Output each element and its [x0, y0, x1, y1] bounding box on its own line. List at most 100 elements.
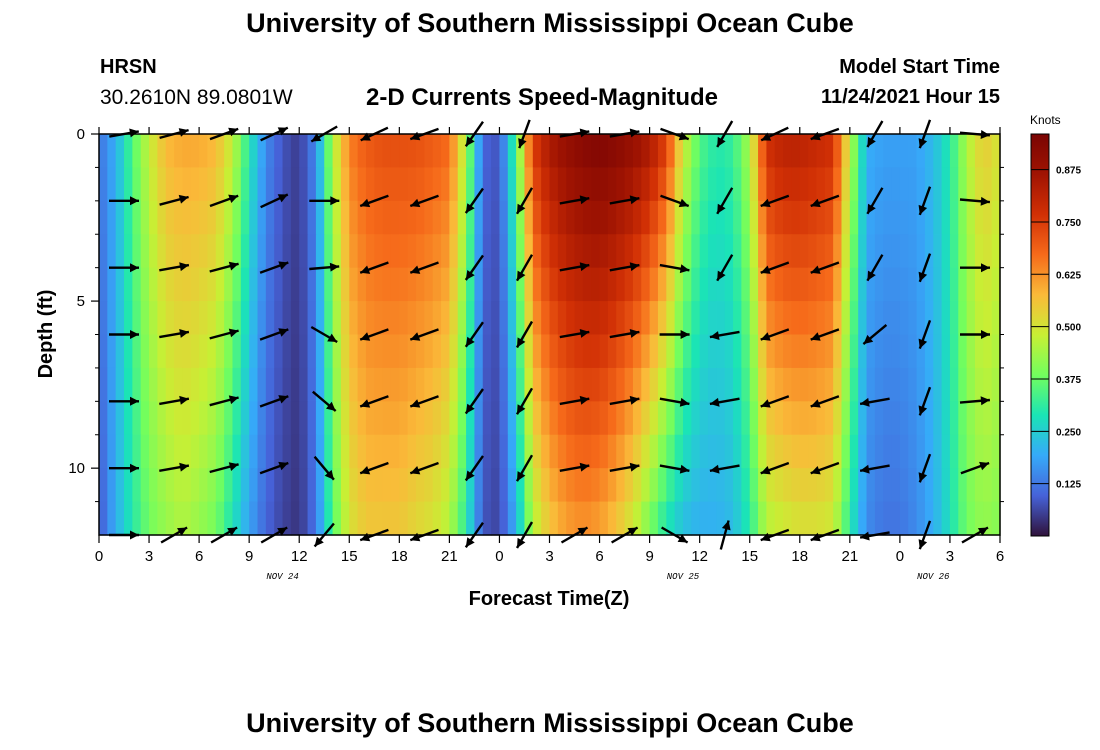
heatmap-cell	[299, 201, 308, 235]
heatmap-cell	[942, 201, 951, 235]
heatmap-cell	[942, 468, 951, 502]
heatmap-cell	[366, 435, 375, 469]
heatmap-cell	[950, 401, 959, 435]
heatmap-cell	[867, 468, 876, 502]
heatmap-cell	[600, 335, 609, 369]
heatmap-cell	[291, 234, 300, 268]
heatmap-cell	[308, 268, 317, 302]
heatmap-cell	[116, 502, 125, 536]
heatmap-cell	[841, 435, 850, 469]
heatmap-cell	[883, 134, 892, 168]
heatmap-cell	[791, 301, 800, 335]
heatmap-cell	[291, 435, 300, 469]
heatmap-cell	[625, 268, 634, 302]
heatmap-cell	[800, 234, 809, 268]
heatmap-cell	[725, 435, 734, 469]
heatmap-cell	[241, 268, 250, 302]
heatmap-cell	[933, 201, 942, 235]
heatmap-cell	[132, 368, 141, 402]
heatmap-cell	[733, 468, 742, 502]
heatmap-cell	[600, 368, 609, 402]
heatmap-cell	[942, 368, 951, 402]
speed-depth-chart: 0 3 6 9 12 15 18 21 0 3 6 9 12 15 18 21 0 3 6NOV 24 NOV 25 N…	[0, 0, 1100, 750]
heatmap-cell	[132, 301, 141, 335]
heatmap-cell	[258, 301, 267, 335]
heatmap-cell	[333, 134, 342, 168]
heatmap-cell	[925, 468, 934, 502]
heatmap-cell	[950, 435, 959, 469]
heatmap-cell	[232, 468, 241, 502]
heatmap-cell	[725, 301, 734, 335]
heatmap-cell	[875, 268, 884, 302]
heatmap-cell	[324, 201, 333, 235]
heatmap-cell	[107, 502, 116, 536]
heatmap-cell	[391, 234, 400, 268]
heatmap-cell	[291, 134, 300, 168]
heatmap-cell	[508, 301, 517, 335]
heatmap-cell	[800, 201, 809, 235]
heatmap-cell	[691, 368, 700, 402]
heatmap-cell	[841, 134, 850, 168]
heatmap-cell	[291, 167, 300, 201]
heatmap-cell	[725, 134, 734, 168]
heatmap-cell	[124, 134, 133, 168]
heatmap-cell	[316, 401, 325, 435]
heatmap-cell	[900, 301, 909, 335]
heatmap-cell	[333, 368, 342, 402]
heatmap-cell	[266, 502, 275, 536]
heatmap-cell	[249, 368, 258, 402]
heatmap-cell	[750, 167, 759, 201]
heatmap-cell	[750, 468, 759, 502]
heatmap-cell	[258, 435, 267, 469]
heatmap-cell	[374, 301, 383, 335]
heatmap-cell	[316, 335, 325, 369]
heatmap-cell	[374, 435, 383, 469]
heatmap-cell	[875, 502, 884, 536]
heatmap-cell	[883, 167, 892, 201]
heatmap-cell	[700, 234, 709, 268]
heatmap-cell	[499, 134, 508, 168]
heatmap-cell	[441, 468, 450, 502]
heatmap-cell	[199, 468, 208, 502]
heatmap-cell	[291, 335, 300, 369]
heatmap-cell	[575, 401, 584, 435]
heatmap-cell	[841, 468, 850, 502]
heatmap-cell	[99, 368, 108, 402]
heatmap-cell	[349, 502, 358, 536]
heatmap-cell	[650, 301, 659, 335]
heatmap-cell	[691, 401, 700, 435]
heatmap-cell	[132, 234, 141, 268]
x-tick-label: 9	[645, 548, 653, 565]
heatmap-cell	[833, 268, 842, 302]
heatmap-cell	[458, 368, 467, 402]
heatmap-cell	[725, 401, 734, 435]
heatmap-cell	[199, 335, 208, 369]
heatmap-cell	[474, 335, 483, 369]
heatmap-cell	[725, 268, 734, 302]
heatmap-cell	[825, 335, 834, 369]
heatmap-cell	[499, 234, 508, 268]
heatmap-cell	[349, 401, 358, 435]
heatmap-cell	[424, 301, 433, 335]
heatmap-cell	[491, 268, 500, 302]
heatmap-cell	[207, 268, 216, 302]
heatmap-cell	[399, 368, 408, 402]
heatmap-cell	[333, 234, 342, 268]
heatmap-cell	[533, 134, 542, 168]
heatmap-cell	[116, 201, 125, 235]
heatmap-cell	[391, 368, 400, 402]
heatmap-cell	[858, 268, 867, 302]
heatmap-cell	[933, 468, 942, 502]
heatmap-cell	[983, 134, 992, 168]
heatmap-cell	[191, 134, 200, 168]
x-tick-label: 15	[741, 548, 758, 565]
heatmap-cell	[658, 201, 667, 235]
heatmap-cell	[341, 234, 350, 268]
heatmap-cell	[433, 134, 442, 168]
heatmap-cell	[600, 301, 609, 335]
heatmap-cell	[741, 368, 750, 402]
heatmap-cell	[841, 234, 850, 268]
heatmap-cell	[107, 301, 116, 335]
heatmap-cell	[591, 468, 600, 502]
heatmap-cell	[499, 468, 508, 502]
